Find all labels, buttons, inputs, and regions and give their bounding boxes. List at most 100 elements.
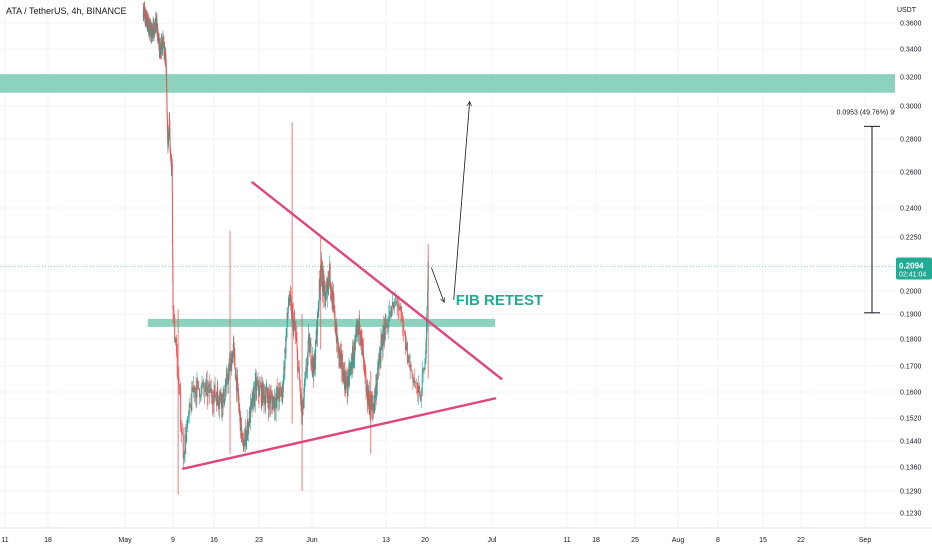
candle-body: [175, 337, 177, 354]
candle-body: [369, 401, 371, 405]
candle-body: [233, 343, 235, 348]
candle-body: [169, 128, 171, 144]
candle-body: [306, 367, 308, 372]
candle-body: [418, 385, 419, 393]
candle-body: [343, 369, 345, 382]
candle-body: [224, 389, 226, 400]
candle-body: [215, 395, 217, 397]
candle-body: [206, 381, 208, 397]
candle-body: [289, 294, 291, 300]
candle-body: [321, 264, 323, 287]
candle-body: [286, 327, 288, 336]
candle-body: [334, 324, 336, 328]
candle-body: [295, 332, 297, 337]
candle-body: [271, 400, 273, 410]
last-price-tag[interactable]: [896, 257, 932, 280]
candle-body: [280, 388, 282, 391]
candle-body: [188, 404, 190, 417]
candle-body: [160, 43, 162, 49]
date-tick-label: 11: [563, 537, 570, 544]
candle-body: [264, 396, 266, 402]
candle-body: [385, 320, 387, 328]
candle-body: [355, 334, 357, 337]
candle-body: [385, 323, 387, 328]
candle-body: [365, 375, 367, 379]
candle-body: [241, 433, 243, 438]
price-tick-label: 0.2000: [900, 289, 922, 296]
candle-body: [340, 352, 342, 355]
candle-body: [220, 392, 222, 402]
candle-body: [319, 280, 321, 284]
candle-body: [232, 351, 234, 363]
price-tick-label: 0.1700: [900, 364, 922, 371]
candle-body: [309, 344, 311, 353]
candle-body: [331, 287, 333, 297]
candle-body: [334, 310, 336, 325]
date-tick-label: Jun: [306, 537, 317, 544]
candle-body: [181, 432, 183, 436]
candle-body: [411, 370, 413, 374]
candle-body: [184, 434, 186, 454]
date-tick-label: 13: [382, 537, 390, 544]
candle-body: [172, 239, 174, 260]
candle-body: [268, 392, 270, 410]
candle-body: [159, 43, 161, 47]
candle-body: [364, 363, 366, 367]
candle-body: [381, 340, 383, 341]
candle-body: [221, 401, 222, 409]
candle-body: [293, 322, 295, 331]
candle-body: [266, 388, 268, 392]
candle-body: [172, 217, 174, 240]
candle-body: [426, 306, 428, 322]
candle-body: [285, 335, 287, 354]
candle-body: [317, 312, 319, 315]
price-tick-label: 0.1440: [900, 439, 922, 446]
date-tick-label: Jul: [488, 537, 497, 544]
candle-body: [276, 389, 278, 397]
candle-body: [178, 377, 180, 385]
candle-body: [328, 273, 330, 275]
candle-body: [289, 294, 291, 303]
candle-body: [323, 281, 325, 285]
candle-body: [343, 369, 345, 375]
candle-body: [217, 396, 219, 404]
candle-body: [341, 354, 343, 370]
candle-body: [236, 375, 237, 392]
candle-body: [350, 364, 352, 367]
candle-body: [325, 291, 327, 301]
candle-body: [395, 300, 397, 302]
candle-body: [413, 379, 415, 383]
candle-body: [218, 403, 220, 407]
candle-body: [247, 422, 249, 435]
candle-body: [241, 433, 243, 436]
candle-body: [158, 34, 160, 36]
candle-body: [407, 355, 409, 363]
candle-body: [400, 306, 402, 312]
date-tick-label: 18: [44, 537, 52, 544]
price-axis[interactable]: 0.3600 0.3400 0.3200 0.3000 0.2800 0.2600 0.24…: [895, 0, 932, 550]
candle-body: [371, 399, 373, 406]
candle-body: [368, 390, 370, 402]
candle-body: [349, 371, 351, 379]
candle-body: [210, 388, 212, 393]
candle-body: [228, 364, 230, 372]
candle-body: [217, 388, 219, 397]
date-tick-label: 18: [592, 537, 600, 544]
candle-body: [225, 376, 227, 387]
candle-body: [292, 312, 294, 331]
candle-body: [310, 363, 312, 367]
candle-body: [294, 328, 296, 333]
candle-body: [408, 355, 410, 367]
candle-body: [225, 386, 227, 390]
candle-body: [231, 357, 233, 371]
trendlines: [182, 181, 503, 470]
candle-body: [425, 341, 427, 359]
time-axis[interactable]: 11 18 May 9 16 23 Jun 13 20 Jul 11 18 25 Aug 8 15 22 Sep: [0, 527, 932, 550]
candle-body: [234, 368, 236, 380]
symbol-title[interactable]: ATA / TetherUS, 4h, BINANCE: [6, 6, 127, 16]
candle-body: [406, 342, 408, 363]
candle-body: [205, 381, 207, 384]
price-tick-label: 0.1900: [900, 312, 922, 319]
